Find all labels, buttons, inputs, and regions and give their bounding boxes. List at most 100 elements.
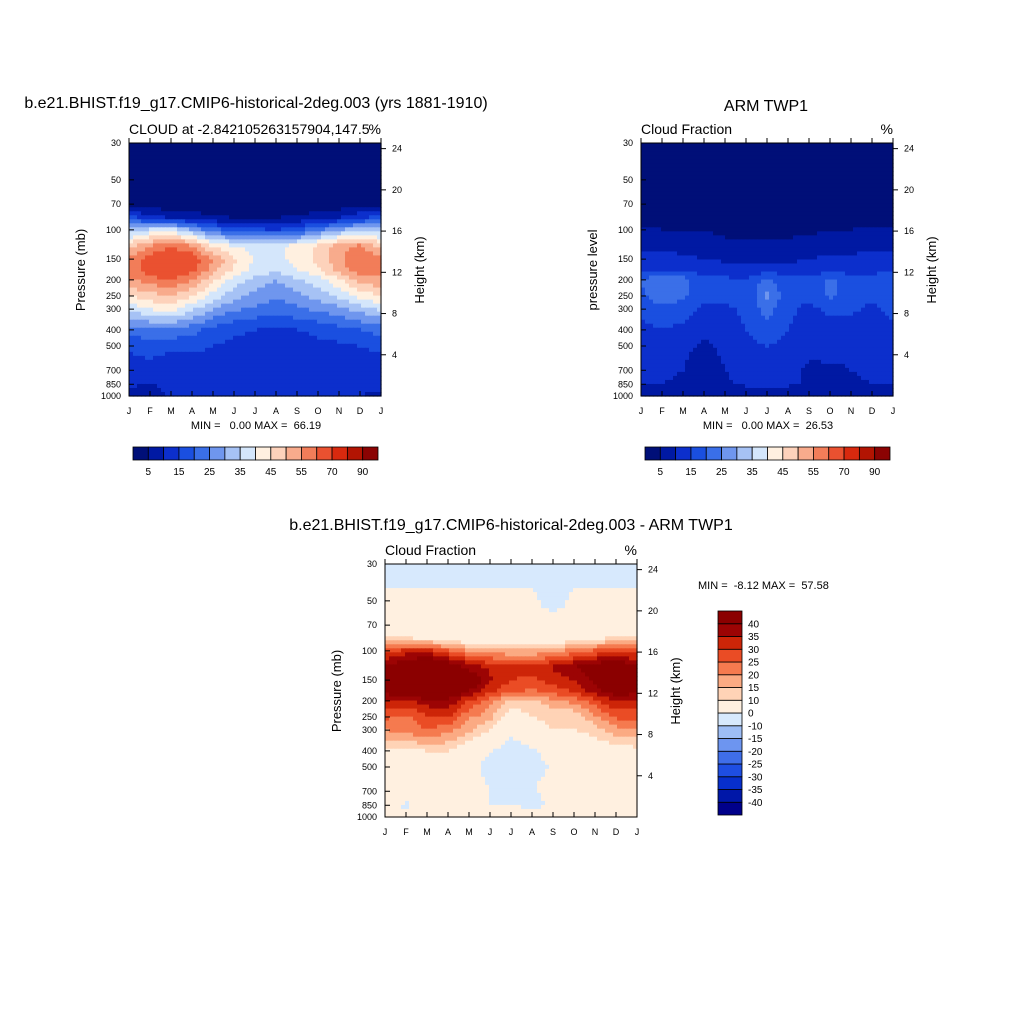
contour-cell	[129, 279, 134, 285]
contour-cell	[657, 183, 662, 188]
contour-cell	[177, 199, 182, 204]
contour-cell	[309, 283, 314, 289]
contour-cell	[877, 179, 882, 184]
contour-cell	[189, 235, 194, 240]
contour-cell	[361, 179, 366, 184]
contour-cell	[253, 179, 258, 184]
contour-cell	[197, 187, 202, 192]
contour-cell	[369, 275, 374, 281]
contour-cell	[337, 339, 342, 345]
contour-cell	[261, 283, 266, 289]
contour-cell	[269, 259, 274, 265]
contour-cell	[361, 351, 366, 357]
contour-cell	[293, 343, 298, 349]
contour-cell	[721, 143, 726, 148]
contour-cell	[225, 147, 230, 152]
contour-cell	[145, 235, 150, 240]
contour-cell	[157, 299, 162, 305]
contour-cell	[369, 219, 374, 224]
contour-cell	[377, 359, 382, 365]
contour-cell	[337, 251, 342, 257]
contour-cell	[289, 151, 294, 156]
contour-cell	[145, 239, 150, 244]
contour-cell	[881, 147, 886, 152]
contour-cell	[225, 383, 230, 389]
contour-cell	[345, 375, 350, 381]
contour-cell	[317, 371, 322, 377]
contour-cell	[361, 267, 366, 273]
contour-cell	[349, 359, 354, 365]
contour-cell	[813, 191, 818, 196]
contour-cell	[781, 163, 786, 168]
contour-cell	[293, 155, 298, 160]
contour-cell	[325, 251, 330, 257]
contour-cell	[197, 167, 202, 172]
panel-obs-units: %	[881, 121, 893, 137]
contour-cell	[165, 231, 170, 236]
contour-cell	[217, 343, 222, 349]
contour-cell	[157, 375, 162, 381]
contour-cell	[289, 223, 294, 228]
contour-cell	[297, 299, 302, 305]
contour-cell	[237, 187, 242, 192]
contour-cell	[833, 163, 838, 168]
contour-cell	[213, 295, 218, 301]
contour-cell	[297, 235, 302, 240]
contour-cell	[253, 255, 258, 261]
contour-cell	[373, 179, 378, 184]
contour-cell	[193, 335, 198, 341]
x-tick-label: D	[357, 406, 364, 416]
contour-cell	[233, 183, 238, 188]
contour-cell	[369, 231, 374, 236]
contour-cell	[377, 327, 382, 333]
contour-cell	[205, 267, 210, 273]
contour-cell	[801, 151, 806, 156]
contour-cell	[345, 243, 350, 249]
contour-cell	[261, 235, 266, 240]
contour-cell	[325, 279, 330, 285]
contour-cell	[757, 143, 762, 148]
contour-cell	[325, 239, 330, 244]
contour-cell	[333, 239, 338, 244]
contour-cell	[301, 347, 306, 353]
contour-cell	[201, 299, 206, 305]
contour-cell	[333, 387, 338, 393]
contour-cell	[333, 375, 338, 381]
contour-cell	[677, 155, 682, 160]
contour-cell	[225, 327, 230, 333]
contour-cell	[789, 183, 794, 188]
contour-cell	[193, 267, 198, 273]
contour-cell	[233, 163, 238, 168]
contour-cell	[281, 215, 286, 220]
panel-obs-left-label: Cloud Fraction	[641, 121, 732, 137]
contour-cell	[881, 155, 886, 160]
contour-cell	[249, 247, 254, 253]
contour-cell	[809, 191, 814, 196]
contour-cell	[165, 155, 170, 160]
contour-cell	[825, 143, 830, 148]
contour-cell	[269, 291, 274, 297]
contour-cell	[225, 259, 230, 265]
contour-cell	[177, 367, 182, 373]
contour-cell	[229, 351, 234, 357]
contour-cell	[257, 219, 262, 224]
contour-cell	[309, 343, 314, 349]
contour-cell	[141, 371, 146, 377]
contour-cell	[333, 355, 338, 361]
contour-cell	[301, 343, 306, 349]
contour-cell	[369, 363, 374, 369]
contour-cell	[373, 347, 378, 353]
contour-cell	[241, 311, 246, 317]
contour-cell	[321, 339, 326, 345]
contour-cell	[361, 303, 366, 309]
contour-cell	[365, 199, 370, 204]
contour-cell	[365, 243, 370, 249]
contour-cell	[173, 159, 178, 164]
contour-cell	[321, 343, 326, 349]
contour-cell	[197, 375, 202, 381]
contour-cell	[217, 299, 222, 305]
contour-cell	[137, 355, 142, 361]
contour-cell	[361, 275, 366, 281]
contour-cell	[377, 311, 382, 317]
contour-cell	[213, 199, 218, 204]
